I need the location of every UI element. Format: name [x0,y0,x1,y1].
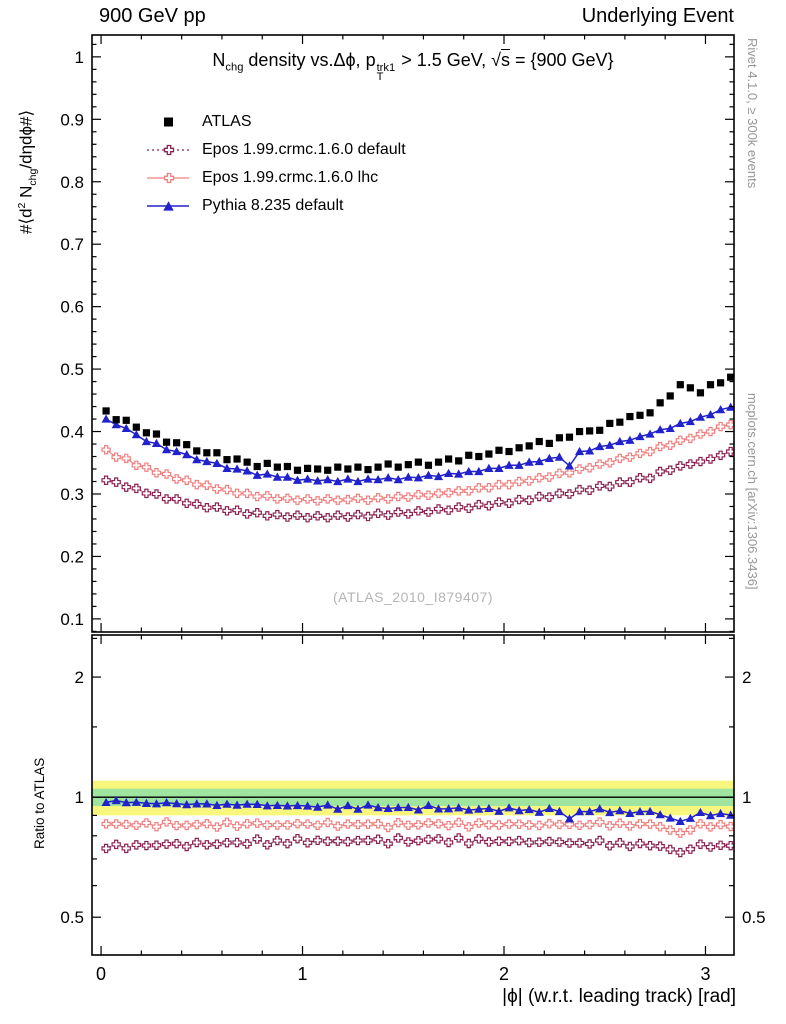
svg-text:2: 2 [499,964,509,984]
svg-text:0.7: 0.7 [60,235,84,254]
epos-default-marker-icon [147,144,189,155]
svg-text:0.5: 0.5 [60,360,84,379]
legend-item-atlas: ATLAS [146,112,406,131]
legend-item-epos-default: Epos 1.99.crmc.1.6.0 default [146,140,406,159]
svg-text:1: 1 [298,964,308,984]
svg-text:0.2: 0.2 [60,547,84,566]
epos-lhc-marker-icon [147,172,189,183]
svg-text:0.4: 0.4 [60,423,84,442]
svg-text:2: 2 [742,668,751,687]
svg-text:0.3: 0.3 [60,485,84,504]
mcplots-reference-note: mcplots.cern.ch [arXiv:1306.3436] [745,393,760,590]
svg-text:0.6: 0.6 [60,298,84,317]
svg-text:0.9: 0.9 [60,110,84,129]
header-analysis-group: Underlying Event [581,5,734,27]
plot-title: Nchg density vs.Δϕ, p trk1 T > 1.5 GeV, √s… [212,50,614,84]
svg-text:1: 1 [75,788,84,807]
ratio-y-axis-label: Ratio to ATLAS [32,757,47,849]
legend: ATLAS Epos 1.99.crmc.1.6.0 default Epos … [146,112,406,215]
svg-text:0.5: 0.5 [60,908,84,927]
svg-text:3: 3 [700,964,710,984]
x-axis-label: |ϕ| (w.r.t. leading track) [rad] [502,986,736,1007]
atlas-marker-icon [164,117,173,126]
rivet-version-note: Rivet 4.1.0, ≥ 300k events [745,38,760,189]
legend-label-epos-lhc: Epos 1.99.crmc.1.6.0 lhc [202,168,379,186]
pythia-marker-icon [147,200,189,211]
watermark-label: (ATLAS_2010_I879407) [333,589,493,605]
legend-item-epos-lhc: Epos 1.99.crmc.1.6.0 lhc [146,168,406,187]
svg-text:0.1: 0.1 [60,610,84,629]
svg-text:0: 0 [96,964,106,984]
legend-label-epos-default: Epos 1.99.crmc.1.6.0 default [202,140,406,158]
legend-label-atlas: ATLAS [202,112,252,130]
svg-text:0.8: 0.8 [60,173,84,192]
svg-text:1: 1 [75,48,84,67]
svg-text:0.5: 0.5 [742,908,766,927]
legend-label-pythia: Pythia 8.235 default [202,196,344,214]
svg-text:2: 2 [75,668,84,687]
svg-text:1: 1 [742,788,751,807]
main-y-axis-label: #⟨d2 Nchg/dηdϕ#⟩ [16,109,40,234]
header-beam-energy: 900 GeV pp [99,5,206,27]
legend-item-pythia: Pythia 8.235 default [146,196,406,215]
